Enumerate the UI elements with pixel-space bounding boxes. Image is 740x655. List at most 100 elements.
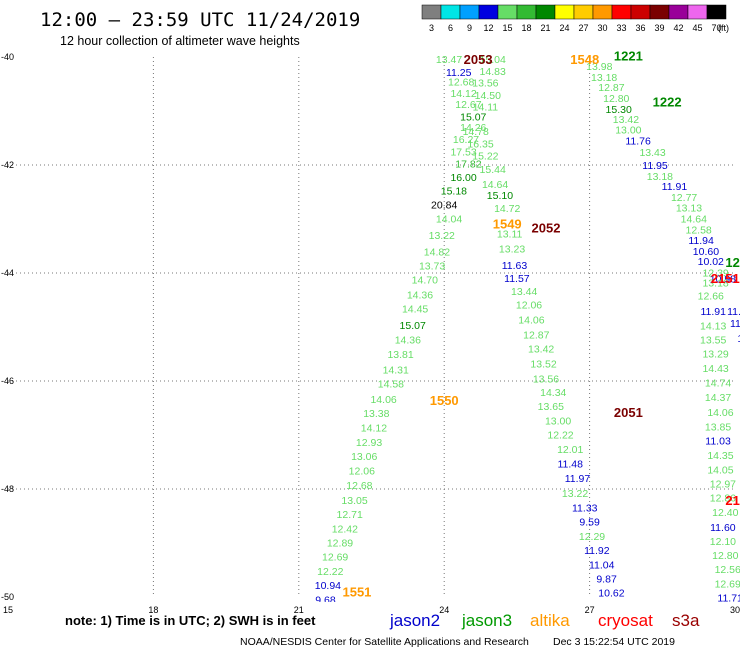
- swh-label: 15.22: [472, 150, 498, 162]
- swh-label: 12.69: [322, 552, 348, 564]
- swh-label: 14.13: [700, 320, 726, 332]
- legend-entry-jason3: jason3: [461, 611, 512, 630]
- swh-label: 12.29: [579, 531, 605, 543]
- swh-label: 14.36: [395, 334, 421, 346]
- colorbar-swatch: [478, 4, 499, 20]
- swh-label: 15.07: [400, 320, 426, 332]
- swh-label: 13.18: [591, 72, 617, 84]
- swh-label: 15.07: [460, 111, 486, 123]
- swh-label: 15.44: [480, 164, 506, 176]
- swh-label: 12.71: [337, 509, 363, 521]
- swh-label: 14.50: [475, 90, 501, 102]
- swh-label: 14.06: [518, 314, 544, 326]
- swh-label: 11.97: [565, 473, 591, 485]
- swh-label: 13.65: [538, 401, 564, 413]
- x-tick-label: 24: [439, 605, 449, 615]
- swh-label: 13.29: [702, 348, 728, 360]
- satellite-legend: jason2 jason3 altika cryosat s3a: [389, 611, 700, 630]
- legend-entry-altika: altika: [530, 611, 570, 630]
- swh-label: 14.74: [705, 378, 731, 390]
- swh-label: 9.59: [579, 516, 600, 528]
- x-tick-label: 30: [730, 605, 740, 615]
- footer-note: note: 1) Time is in UTC; 2) SWH is in fe…: [65, 613, 316, 628]
- swh-label: 14.35: [707, 450, 733, 462]
- swh-label: 14.06: [707, 407, 733, 419]
- swh-label: 14.06: [370, 394, 396, 406]
- swh-label: 13.11: [497, 229, 523, 241]
- track-label: 2052: [532, 221, 561, 236]
- swh-label: 12.77: [671, 192, 697, 204]
- swh-label: 13.55: [700, 334, 726, 346]
- swh-label: 12.89: [327, 537, 353, 549]
- colorbar-label: 12: [483, 23, 493, 33]
- swh-label: 13.00: [545, 415, 571, 427]
- x-tick-label: 15: [3, 605, 13, 615]
- swh-label: 12.40: [712, 507, 738, 519]
- swh-label: 13.85: [705, 421, 731, 433]
- track-labels: 2053 1548 1221 1222 1549 2052 12232151 1550 2051…: [342, 48, 740, 599]
- colorbar-unit: (ft): [718, 23, 729, 33]
- y-tick-label: -40: [1, 52, 14, 62]
- colorbar-label: 6: [448, 23, 453, 33]
- colorbar-swatch: [592, 4, 613, 20]
- swh-label: 12.69: [715, 579, 740, 591]
- swh-label: 13.23: [499, 244, 525, 256]
- swh-label: 10.60: [693, 246, 719, 258]
- swh-label: 11.76: [625, 136, 651, 148]
- swh-label: 9.68: [315, 595, 336, 607]
- swh-label: 12.80: [712, 550, 738, 562]
- swh-label: 12.93: [356, 437, 382, 449]
- swh-label: 10.98: [710, 273, 736, 285]
- swh-label: 12.66: [698, 291, 724, 303]
- swh-label: 11.48: [557, 459, 583, 471]
- swh-label: 13.42: [613, 114, 639, 126]
- colorbar-swatch: [554, 4, 575, 20]
- chart-subtitle: 12 hour collection of altimeter wave hei…: [60, 34, 300, 48]
- track-label: 2151: [711, 271, 740, 286]
- x-tick-label: 27: [585, 605, 595, 615]
- track-label: 2051: [614, 405, 643, 420]
- y-tick-label: -50: [1, 592, 14, 602]
- swh-label: 12.87: [598, 82, 624, 94]
- swh-label: 14.36: [407, 290, 433, 302]
- legend-entry-jason2: jason2: [389, 611, 440, 630]
- swh-label: 14.72: [494, 203, 520, 215]
- colorbar-swatch: [497, 4, 518, 20]
- colorbar-label: 42: [673, 23, 683, 33]
- swh-label: 11.60: [710, 522, 736, 534]
- swh-label: 14.12: [450, 88, 476, 100]
- swh-label: 13.43: [639, 147, 665, 159]
- swh-label: 12.56: [715, 564, 740, 576]
- swh-label: 10.62: [598, 588, 624, 600]
- swh-label: 17.82: [455, 158, 481, 170]
- swh-label: 10.02: [698, 256, 724, 268]
- axis-tick-labels: 15 18 21 24 27 30 -40 -42 -44 -46 -48 -50: [1, 52, 740, 615]
- swh-label: 13.06: [351, 451, 377, 463]
- swh-label: 14.11: [473, 102, 499, 114]
- swh-label: 16.00: [450, 172, 476, 184]
- swh-label: 13.00: [615, 124, 641, 136]
- swh-label: 16.35: [467, 138, 493, 150]
- track-label: 1221: [614, 48, 643, 63]
- track-label: 2150: [725, 493, 740, 508]
- swh-label: 11.95: [727, 306, 740, 318]
- swh-label: 20.84: [431, 199, 457, 211]
- swh-label: 13.47: [436, 54, 462, 66]
- x-tick-label: 18: [148, 605, 158, 615]
- colorbar-swatch: [516, 4, 537, 20]
- track-label: 1548: [570, 52, 599, 67]
- swh-label: 13.52: [530, 359, 556, 371]
- swh-label: 13.73: [419, 260, 445, 272]
- swh-label: 14.34: [540, 387, 566, 399]
- swh-label: 11.91: [700, 306, 726, 318]
- swh-label: 17.53: [450, 147, 476, 159]
- swh-label: 12.42: [332, 523, 358, 535]
- track-label: 1222: [653, 94, 682, 109]
- swh-label: 13.13: [676, 203, 702, 215]
- swh-label: 14.64: [681, 213, 707, 225]
- swh-label: 13.05: [341, 495, 367, 507]
- footer-timestamp: Dec 3 15:22:54 UTC 2019: [553, 636, 675, 648]
- colorbar-swatch: [573, 4, 594, 20]
- y-tick-label: -46: [1, 376, 14, 386]
- swh-label: 14.37: [705, 392, 731, 404]
